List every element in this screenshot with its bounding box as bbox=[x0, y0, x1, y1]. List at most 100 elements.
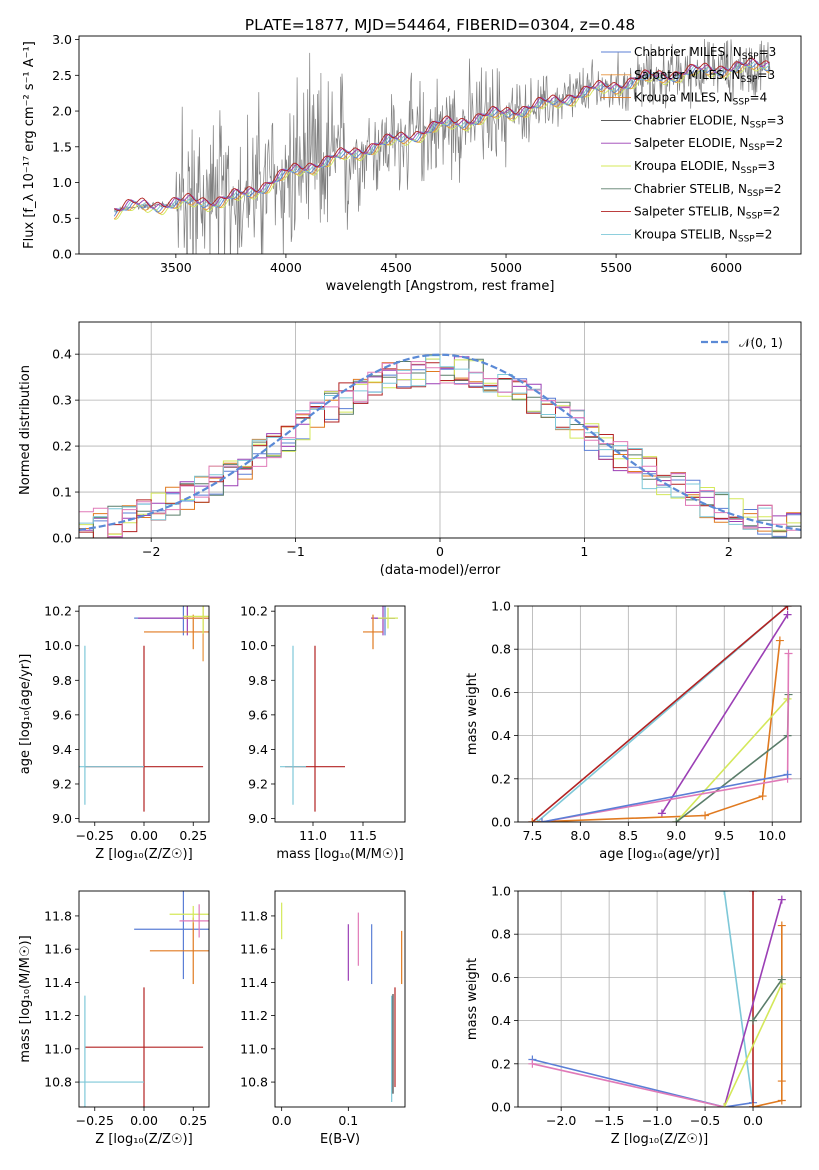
y-tick-label: 0.0 bbox=[491, 815, 511, 830]
series-marker bbox=[533, 818, 542, 822]
error-point bbox=[169, 905, 209, 923]
plot-area bbox=[280, 606, 398, 812]
x-tick-label: 5500 bbox=[600, 260, 632, 275]
x-tick-label: 0 bbox=[436, 544, 444, 559]
y-axis-label: age [log₁₀(age/yr)] bbox=[18, 654, 33, 775]
y-tick-label: 10.0 bbox=[44, 638, 72, 653]
legend-label-tail: =2 bbox=[755, 227, 773, 241]
legend-label-sub: SSP bbox=[746, 212, 763, 222]
x-tick-label: 0.25 bbox=[179, 828, 207, 843]
y-tick-label: 0.2 bbox=[491, 1056, 511, 1071]
y-tick-label: 9.4 bbox=[248, 742, 268, 757]
x-tick-label: −0.25 bbox=[76, 828, 114, 843]
panel-massweight-vs-Z: −2.0 −1.5 −1.0 −0.5 0.0 0.0 0.2 0.4 0.6 0.8 1.0 Z [… bbox=[465, 884, 802, 1147]
x-axis-label: age [log₁₀(age/yr)] bbox=[599, 847, 720, 862]
x-tick-label: −1.0 bbox=[642, 1113, 672, 1128]
legend-label: Kroupa STELIB, NSSP=2 bbox=[634, 227, 772, 244]
y-tick-label: 11.4 bbox=[44, 975, 72, 990]
x-axis-label: Z [log₁₀(Z/Z☉)] bbox=[611, 1132, 708, 1147]
series-line bbox=[541, 773, 788, 822]
spectrum-data-line bbox=[113, 38, 771, 254]
y-tick-label: 1.5 bbox=[52, 139, 72, 154]
y-tick-label: 9.8 bbox=[248, 673, 268, 688]
y-tick-label: 11.2 bbox=[44, 1008, 72, 1023]
y-tick-label: 0.6 bbox=[491, 685, 511, 700]
x-tick-label: 11.5 bbox=[349, 828, 377, 843]
legend-label-sub: SSP bbox=[738, 234, 755, 244]
y-tick-label: 11.8 bbox=[240, 908, 268, 923]
spectrum-model-line bbox=[113, 62, 770, 217]
y-tick-label: 10.0 bbox=[240, 638, 268, 653]
panel-mass-vs-ebv: 0.0 0.1 10.8 11.0 11.2 11.4 11.6 11.8 E(B-V) bbox=[240, 890, 406, 1147]
series-line bbox=[531, 606, 789, 822]
spectrum-model-line bbox=[113, 57, 770, 211]
y-tick-label: 1.0 bbox=[52, 175, 72, 190]
axes-frame bbox=[274, 890, 406, 1108]
y-tick-label: 0.8 bbox=[491, 642, 511, 657]
panel-age-vs-mass: 11.0 11.5 9.0 9.2 9.4 9.6 9.8 10.0 10.2 mass [log… bbox=[240, 604, 406, 862]
legend-label: Salpeter STELIB, NSSP=2 bbox=[634, 205, 780, 222]
legend-label-sub: SSP bbox=[741, 75, 758, 85]
y-tick-label: 2.5 bbox=[52, 68, 72, 83]
legend-label-sub: SSP bbox=[741, 166, 758, 176]
error-point bbox=[285, 645, 345, 812]
y-tick-label: 10.8 bbox=[44, 1075, 72, 1090]
y-tick-label: 9.2 bbox=[248, 776, 268, 791]
x-axis-label: Z [log₁₀(Z/Z☉)] bbox=[95, 847, 192, 862]
x-axis-label: wavelength [Angstrom, rest frame] bbox=[326, 279, 555, 294]
y-tick-label: 0.1 bbox=[52, 485, 72, 500]
legend-label: Chabrier STELIB, NSSP=2 bbox=[634, 182, 782, 199]
histogram-step bbox=[79, 355, 801, 538]
legend-label: Kroupa ELODIE, NSSP=3 bbox=[634, 159, 775, 176]
legend-label-sub: SSP bbox=[733, 98, 750, 108]
legend-label-tail: =3 bbox=[759, 45, 777, 59]
axes-frame bbox=[78, 321, 802, 539]
y-axis-label: Normed distribution bbox=[18, 365, 33, 495]
x-tick-label: −1.5 bbox=[594, 1113, 624, 1128]
y-tick-label: 10.2 bbox=[240, 604, 268, 619]
plot-area bbox=[79, 891, 209, 1107]
y-tick-label: 9.6 bbox=[52, 707, 72, 722]
y-tick-label: 11.6 bbox=[240, 942, 268, 957]
y-tick-label: 2.0 bbox=[52, 104, 72, 119]
error-point bbox=[134, 891, 209, 980]
legend-label-tail: =3 bbox=[757, 159, 775, 173]
legend-label: Salpeter ELODIE, NSSP=2 bbox=[634, 136, 783, 153]
x-tick-label: 9.0 bbox=[666, 828, 686, 843]
x-tick-label: 10.0 bbox=[758, 828, 786, 843]
y-tick-label: 10.2 bbox=[44, 604, 72, 619]
plot-area bbox=[518, 891, 801, 1107]
x-tick-label: 11.0 bbox=[299, 828, 327, 843]
x-tick-label: 0.00 bbox=[130, 828, 158, 843]
series-marker bbox=[528, 818, 537, 822]
plot-area bbox=[79, 322, 801, 538]
plot-area bbox=[281, 902, 403, 1103]
y-tick-label: 11.0 bbox=[44, 1041, 72, 1056]
x-tick-label: 0.0 bbox=[743, 1113, 763, 1128]
y-axis-label: Flux [f_λ 10⁻¹⁷ erg cm⁻² s⁻¹ A⁻¹] bbox=[22, 41, 37, 249]
y-tick-label: 9.6 bbox=[248, 707, 268, 722]
y-tick-label: 0.8 bbox=[491, 927, 511, 942]
series-marker bbox=[777, 1077, 786, 1086]
legend-label: 𝒩(0, 1) bbox=[739, 336, 783, 350]
panels: 3500 4000 4500 5000 5500 6000 0.0 0.5 1.0 1.5 2.0 2… bbox=[18, 32, 802, 1147]
plot-area bbox=[79, 606, 209, 812]
series-line bbox=[675, 698, 789, 822]
series-line bbox=[723, 983, 783, 1107]
x-tick-label: 8.5 bbox=[618, 828, 638, 843]
y-tick-label: 9.0 bbox=[52, 811, 72, 826]
y-tick-label: 9.0 bbox=[248, 811, 268, 826]
x-tick-label: −2 bbox=[142, 544, 160, 559]
legend-label: Chabrier ELODIE, NSSP=3 bbox=[634, 113, 784, 130]
axes-frame bbox=[78, 605, 210, 823]
x-tick-label: 6000 bbox=[710, 260, 742, 275]
y-tick-label: 11.6 bbox=[44, 942, 72, 957]
series-marker bbox=[720, 891, 729, 895]
series-marker bbox=[777, 895, 786, 904]
y-tick-label: 0.0 bbox=[52, 531, 72, 546]
x-tick-label: 9.5 bbox=[714, 828, 734, 843]
x-tick-label: 1 bbox=[580, 544, 588, 559]
plot-area bbox=[113, 38, 771, 254]
histogram-step bbox=[79, 361, 801, 538]
